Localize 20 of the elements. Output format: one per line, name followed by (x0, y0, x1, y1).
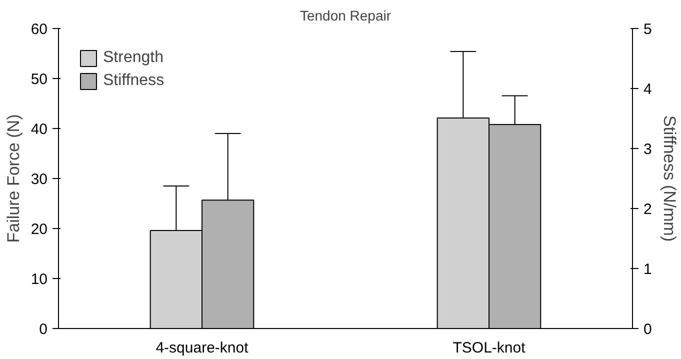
y2-tick-label: 4 (644, 81, 652, 98)
y2-tick-label: 5 (644, 21, 652, 38)
y-tick-label: 40 (30, 121, 48, 138)
legend-label: Strength (103, 49, 164, 67)
y2-tick-label: 1 (644, 261, 652, 278)
chart-title: Tendon Repair (300, 8, 392, 24)
y-tick-label: 20 (30, 221, 48, 238)
y2-axis-title: Stiffness (N/mm) (660, 115, 679, 242)
y-tick-label: 30 (30, 171, 48, 188)
y-tick-label: 50 (30, 71, 48, 88)
y-axis-title: Failure Force (N) (4, 114, 23, 243)
y-tick-label: 10 (30, 271, 48, 288)
y-tick-label: 60 (30, 21, 48, 38)
y-tick-label: 0 (39, 321, 48, 338)
y2-tick-label: 2 (644, 201, 652, 218)
x-tick-label: TSOL-knot (452, 340, 526, 356)
x-tick-label: 4-square-knot (156, 340, 250, 356)
y2-tick-label: 0 (644, 321, 652, 338)
legend-label: Stiffness (103, 72, 164, 90)
y2-tick-label: 3 (644, 141, 652, 158)
